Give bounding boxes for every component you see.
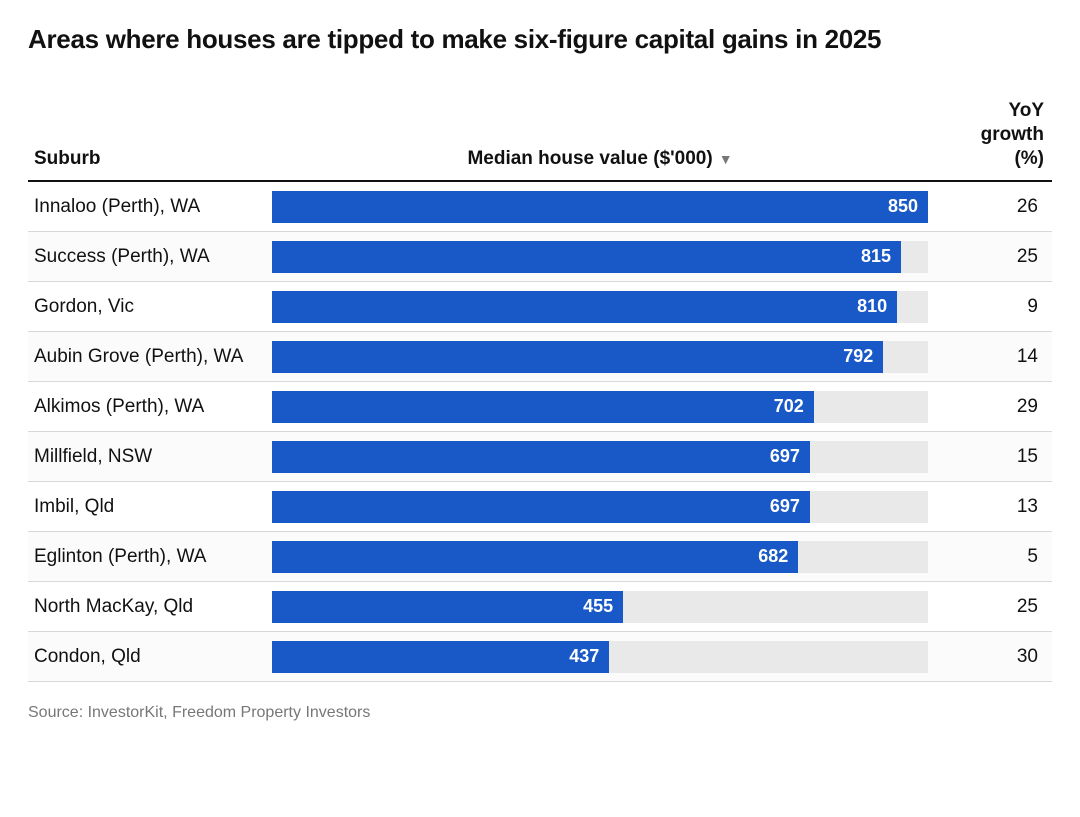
bar-track: 697 (272, 491, 928, 523)
cell-suburb: Millfield, NSW (28, 445, 268, 469)
col-header-suburb[interactable]: Suburb (28, 148, 268, 170)
col-header-median-label: Median house value ($'000) (467, 148, 712, 170)
bar-fill: 702 (272, 391, 814, 423)
cell-bar: 810 (268, 291, 932, 323)
cell-suburb: Imbil, Qld (28, 495, 268, 519)
cell-yoy: 13 (932, 496, 1052, 518)
table-row: Condon, Qld 437 30 (28, 632, 1052, 682)
bar-track: 702 (272, 391, 928, 423)
bar-value-label: 815 (861, 246, 891, 267)
cell-suburb: Aubin Grove (Perth), WA (28, 345, 268, 369)
bar-value-label: 792 (843, 346, 873, 367)
sort-desc-icon: ▼ (719, 151, 733, 167)
bar-fill: 697 (272, 441, 810, 473)
bar-table: Suburb Median house value ($'000) ▼ YoY … (28, 91, 1052, 682)
bar-track: 455 (272, 591, 928, 623)
table-row: Eglinton (Perth), WA 682 5 (28, 532, 1052, 582)
bar-fill: 792 (272, 341, 883, 373)
table-row: Success (Perth), WA 815 25 (28, 232, 1052, 282)
table-row: Aubin Grove (Perth), WA 792 14 (28, 332, 1052, 382)
cell-yoy: 26 (932, 196, 1052, 218)
bar-fill: 455 (272, 591, 623, 623)
bar-value-label: 810 (857, 296, 887, 317)
bar-value-label: 455 (583, 596, 613, 617)
bar-track: 697 (272, 441, 928, 473)
bar-value-label: 437 (569, 646, 599, 667)
bar-fill: 850 (272, 191, 928, 223)
cell-yoy: 5 (932, 546, 1052, 568)
cell-bar: 850 (268, 191, 932, 223)
source-line: Source: InvestorKit, Freedom Property In… (28, 704, 1052, 722)
table-body: Innaloo (Perth), WA 850 26 Success (Perth),… (28, 182, 1052, 682)
bar-value-label: 682 (758, 546, 788, 567)
bar-fill: 697 (272, 491, 810, 523)
cell-suburb: North MacKay, Qld (28, 595, 268, 619)
cell-bar: 697 (268, 491, 932, 523)
cell-bar: 682 (268, 541, 932, 573)
bar-value-label: 697 (770, 446, 800, 467)
bar-fill: 815 (272, 241, 901, 273)
cell-yoy: 14 (932, 346, 1052, 368)
bar-fill: 682 (272, 541, 798, 573)
cell-bar: 697 (268, 441, 932, 473)
cell-yoy: 25 (932, 246, 1052, 268)
cell-suburb: Alkimos (Perth), WA (28, 395, 268, 419)
table-row: Alkimos (Perth), WA 702 29 (28, 382, 1052, 432)
bar-track: 810 (272, 291, 928, 323)
cell-suburb: Innaloo (Perth), WA (28, 195, 268, 219)
bar-value-label: 702 (774, 396, 804, 417)
table-header-row: Suburb Median house value ($'000) ▼ YoY … (28, 91, 1052, 182)
bar-track: 850 (272, 191, 928, 223)
cell-yoy: 9 (932, 296, 1052, 318)
cell-bar: 437 (268, 641, 932, 673)
bar-track: 792 (272, 341, 928, 373)
chart-container: Areas where houses are tipped to make si… (0, 0, 1080, 742)
cell-suburb: Success (Perth), WA (28, 245, 268, 269)
table-row: North MacKay, Qld 455 25 (28, 582, 1052, 632)
bar-track: 815 (272, 241, 928, 273)
bar-value-label: 697 (770, 496, 800, 517)
cell-bar: 702 (268, 391, 932, 423)
table-row: Innaloo (Perth), WA 850 26 (28, 182, 1052, 232)
chart-title: Areas where houses are tipped to make si… (28, 24, 1052, 55)
cell-yoy: 30 (932, 646, 1052, 668)
bar-fill: 437 (272, 641, 609, 673)
cell-yoy: 29 (932, 396, 1052, 418)
bar-fill: 810 (272, 291, 897, 323)
cell-yoy: 25 (932, 596, 1052, 618)
cell-bar: 455 (268, 591, 932, 623)
col-header-median[interactable]: Median house value ($'000) ▼ (268, 148, 932, 170)
bar-track: 682 (272, 541, 928, 573)
table-row: Millfield, NSW 697 15 (28, 432, 1052, 482)
cell-suburb: Gordon, Vic (28, 295, 268, 319)
table-row: Gordon, Vic 810 9 (28, 282, 1052, 332)
cell-bar: 815 (268, 241, 932, 273)
cell-yoy: 15 (932, 446, 1052, 468)
table-row: Imbil, Qld 697 13 (28, 482, 1052, 532)
cell-suburb: Eglinton (Perth), WA (28, 545, 268, 569)
cell-suburb: Condon, Qld (28, 645, 268, 669)
cell-bar: 792 (268, 341, 932, 373)
bar-track: 437 (272, 641, 928, 673)
bar-value-label: 850 (888, 196, 918, 217)
col-header-yoy[interactable]: YoY growth (%) (932, 99, 1052, 170)
